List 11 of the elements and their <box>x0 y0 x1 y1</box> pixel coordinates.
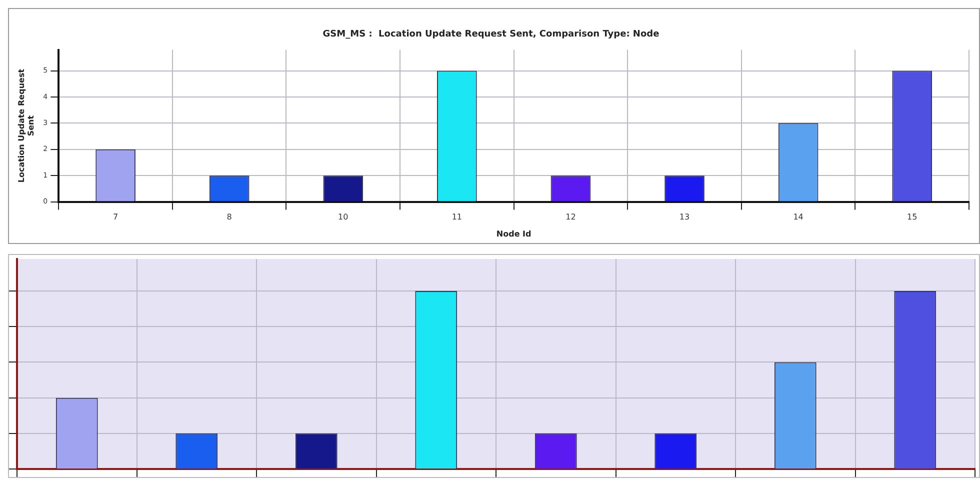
x-tick-label: 14 <box>793 212 804 222</box>
x-tick-label: 12 <box>566 212 576 222</box>
x-tick-label: 11 <box>452 212 462 222</box>
x-tick-label: 10 <box>338 212 348 222</box>
x-tick-label: 8 <box>226 212 232 222</box>
x-tick-label: 7 <box>113 212 118 222</box>
x-axis-title: Node Id <box>496 229 532 238</box>
y-axis-title: Location Update Request Sent <box>16 68 36 183</box>
x-tick-label: 15 <box>907 212 918 222</box>
chart-title: GSM_MS : Location Update Request Sent, Comparison Type: Node <box>322 30 660 40</box>
x-tick-label: 13 <box>679 212 690 222</box>
